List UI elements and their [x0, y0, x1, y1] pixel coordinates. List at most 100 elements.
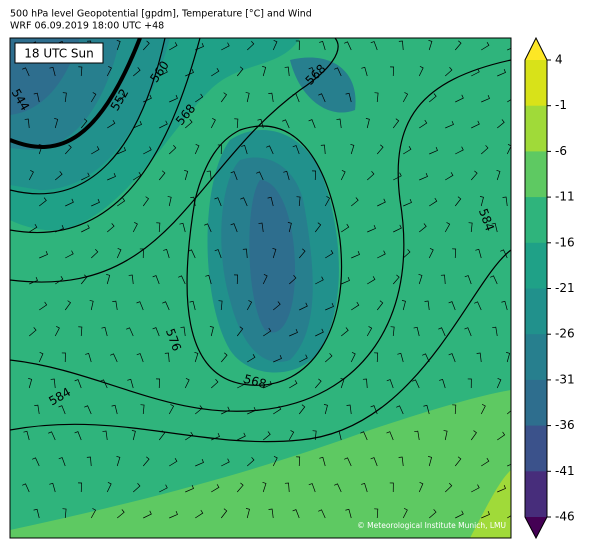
wind-barb — [376, 300, 384, 311]
wind-barb — [403, 198, 412, 207]
wind-barb — [374, 508, 379, 519]
wind-barb — [133, 171, 142, 181]
wind-barb — [209, 326, 214, 337]
wind-barb — [64, 300, 72, 311]
wind-barb — [206, 170, 212, 181]
subtitle: WRF 06.09.2019 18:00 UTC +48 — [10, 21, 164, 32]
wind-barb — [282, 119, 290, 129]
wind-barb — [167, 196, 172, 207]
colorbar-segment — [525, 425, 547, 472]
contour — [186, 125, 343, 386]
wind-barb — [445, 120, 454, 129]
wind-barb — [185, 68, 194, 77]
wind-barb — [299, 302, 308, 311]
wind-barb — [490, 275, 498, 285]
wind-barb — [341, 223, 350, 233]
wind-barb — [366, 326, 373, 337]
wind-barb — [64, 144, 72, 155]
wind-barb — [374, 92, 379, 103]
wind-barb — [287, 222, 292, 233]
wind-barb — [211, 432, 220, 441]
wind-barb — [444, 222, 451, 233]
wind-barb — [55, 275, 64, 285]
wind-barb — [370, 41, 378, 51]
wind-barb — [402, 92, 409, 103]
wind-barb — [65, 250, 74, 259]
wind-barb — [267, 196, 274, 207]
wind-barb — [156, 378, 160, 389]
wind-barb — [54, 118, 59, 129]
wind-barb — [220, 508, 228, 519]
temp-area — [10, 390, 511, 538]
wind-barb — [168, 144, 177, 155]
colorbar-tick-label: -26 — [555, 327, 575, 341]
wind-barb — [344, 41, 352, 51]
wind-barb — [246, 457, 255, 467]
wind-barb — [246, 300, 253, 311]
wind-barb — [336, 118, 342, 129]
wind-barb — [152, 327, 160, 337]
wind-barb — [117, 147, 126, 155]
wind-barb — [80, 274, 88, 285]
wind-barb — [245, 92, 250, 103]
wind-barb — [111, 404, 118, 415]
wind-barb — [106, 482, 112, 493]
wind-barb — [158, 430, 166, 441]
time-box — [14, 42, 104, 64]
wind-barb — [50, 378, 56, 389]
wind-barb — [444, 482, 453, 493]
wind-barb — [116, 456, 121, 467]
wind-barb — [419, 223, 427, 233]
wind-barb — [91, 198, 100, 207]
wind-barb — [221, 458, 230, 467]
wind-barb — [117, 197, 126, 207]
contours — [10, 38, 511, 443]
wind-barb — [443, 430, 448, 441]
wind-barb — [247, 354, 256, 363]
wind-barb — [169, 94, 178, 103]
wind-barb — [116, 39, 121, 51]
wind-barb — [470, 430, 477, 441]
wind-barb — [180, 326, 186, 337]
wind-barb — [185, 485, 194, 493]
wind-barb — [236, 482, 244, 493]
wind-barb — [140, 404, 145, 415]
wind-barb — [474, 301, 482, 311]
colorbar-tick-label: 4 — [555, 53, 563, 67]
wind-barb — [106, 274, 111, 285]
wind-barb — [455, 510, 464, 519]
wind-barb — [117, 509, 125, 519]
wind-barb — [289, 328, 298, 337]
wind-barb — [351, 301, 360, 311]
wind-barb — [392, 118, 400, 129]
wind-barb — [214, 197, 222, 207]
wind-barb — [107, 172, 116, 181]
wind-barb — [389, 482, 394, 493]
wind-barb — [152, 275, 160, 285]
wind-barb — [366, 171, 375, 181]
colorbar-segment — [525, 60, 547, 107]
wind-barb — [132, 483, 141, 493]
wind-barb — [263, 327, 272, 337]
wind-barb — [429, 197, 438, 207]
wind-barb — [236, 66, 244, 77]
wind-barb — [34, 404, 40, 415]
wind-barb — [419, 173, 428, 181]
wind-barb — [133, 120, 142, 129]
wind-barb — [246, 40, 255, 51]
wind-barb — [295, 40, 300, 51]
wind-barb — [284, 66, 290, 77]
wind-barbs — [22, 39, 511, 519]
wind-barb — [24, 118, 30, 129]
wind-barb — [401, 300, 406, 311]
wind-barb — [142, 456, 150, 467]
wind-barb — [414, 430, 420, 441]
wind-barb — [440, 274, 446, 285]
wind-barb — [386, 431, 394, 441]
contour — [10, 38, 166, 195]
wind-barb — [377, 198, 386, 207]
wind-barb — [318, 93, 326, 103]
wind-barb — [429, 147, 438, 155]
wind-barb — [55, 224, 64, 233]
wind-barb — [143, 94, 152, 103]
